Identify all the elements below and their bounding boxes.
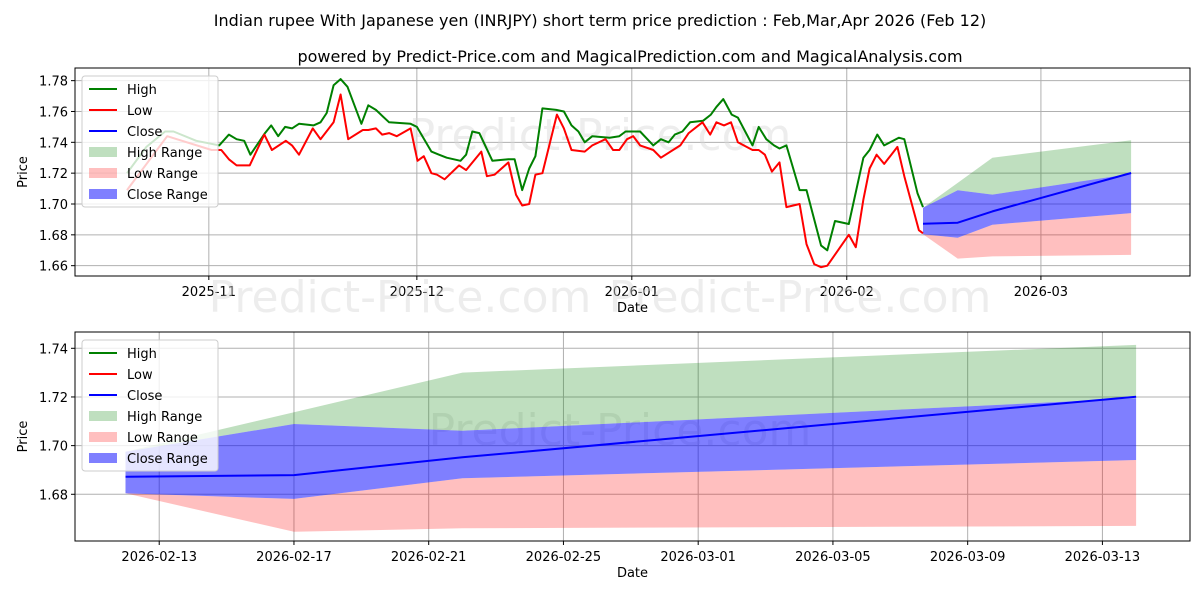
watermark: Predict-Price.com bbox=[209, 272, 592, 323]
y-tick-label: 1.72 bbox=[39, 167, 68, 182]
y-tick-label: 1.70 bbox=[39, 440, 68, 455]
legend-label-high: High bbox=[127, 83, 157, 98]
legend-label-low: Low bbox=[127, 368, 153, 383]
watermark: Predict-Price.com bbox=[409, 110, 792, 161]
x-axis-label: Date bbox=[617, 301, 648, 316]
x-tick-label: 2026-03 bbox=[1014, 285, 1068, 300]
y-tick-label: 1.74 bbox=[39, 136, 68, 151]
high-line bbox=[126, 78, 924, 252]
legend-swatch-low-range bbox=[89, 168, 117, 178]
close-range-band bbox=[125, 398, 1137, 499]
y-axis-label: Price bbox=[16, 421, 31, 453]
y-tick-label: 1.74 bbox=[39, 342, 68, 357]
x-tick-label: 2026-03-05 bbox=[795, 550, 871, 565]
legend-swatch-high-range bbox=[89, 411, 117, 421]
close-line bbox=[125, 395, 1137, 478]
y-tick-label: 1.76 bbox=[39, 105, 68, 120]
y-tick-label: 1.78 bbox=[39, 75, 68, 90]
axes-frame bbox=[74, 67, 1191, 277]
legend-swatch-close-range bbox=[89, 189, 117, 199]
legend-label-low-range: Low Range bbox=[127, 431, 198, 446]
axes-frame bbox=[74, 331, 1191, 542]
close-range-band bbox=[923, 173, 1132, 238]
y-tick-label: 1.68 bbox=[39, 488, 68, 503]
legend-label-high: High bbox=[127, 347, 157, 362]
chart-title: Indian rupee With Japanese yen (INRJPY) … bbox=[214, 11, 987, 30]
legend-label-high-range: High Range bbox=[127, 146, 202, 161]
x-tick-label: 2026-02-17 bbox=[256, 550, 332, 565]
y-tick-label: 1.72 bbox=[39, 391, 68, 406]
legend-box bbox=[81, 75, 219, 208]
y-tick-label: 1.70 bbox=[39, 198, 68, 213]
legend-label-close-range: Close Range bbox=[127, 452, 208, 467]
legend: High Low Close High Range Low Range Close Ran… bbox=[81, 339, 219, 472]
legend-label-low-range: Low Range bbox=[127, 167, 198, 182]
watermark: Predict-Price.com bbox=[609, 272, 992, 323]
y-axis-label: Price bbox=[16, 156, 31, 188]
legend-label-high-range: High Range bbox=[127, 410, 202, 425]
x-tick-label: 2026-02 bbox=[820, 285, 874, 300]
y-tick-label: 1.66 bbox=[39, 260, 68, 275]
low-range-band bbox=[125, 460, 1137, 532]
high-range-band bbox=[923, 140, 1132, 208]
y-tick-label: 1.68 bbox=[39, 229, 68, 244]
x-tick-label: 2026-02-21 bbox=[391, 550, 467, 565]
x-tick-label: 2026-03-13 bbox=[1065, 550, 1141, 565]
low-range-band bbox=[923, 213, 1132, 259]
x-tick-label: 2026-02-25 bbox=[526, 550, 602, 565]
legend-label-close: Close bbox=[127, 389, 162, 404]
x-tick-label: 2025-11 bbox=[182, 285, 236, 300]
low-line bbox=[126, 93, 924, 269]
legend: High Low Close High Range Low Range Close Ran… bbox=[81, 75, 219, 208]
close-line bbox=[922, 172, 1132, 225]
legend-label-close: Close bbox=[127, 125, 162, 140]
legend-label-low: Low bbox=[127, 104, 153, 119]
legend-swatch-low-range bbox=[89, 432, 117, 442]
legend-swatch-close-range bbox=[89, 453, 117, 463]
legend-label-close-range: Close Range bbox=[127, 188, 208, 203]
x-tick-label: 2026-03-01 bbox=[660, 550, 736, 565]
x-axis-label: Date bbox=[617, 566, 648, 581]
chart-panel-2: Predict-Price.com2026-02-132026-02-17202… bbox=[16, 331, 1191, 581]
x-tick-label: 2025-12 bbox=[390, 285, 444, 300]
legend-box bbox=[81, 339, 219, 472]
high-range-band bbox=[125, 344, 1137, 452]
plot-area bbox=[75, 68, 1190, 276]
x-tick-label: 2026-03-09 bbox=[930, 550, 1006, 565]
x-tick-label: 2026-01 bbox=[605, 285, 659, 300]
legend-swatch-high-range bbox=[89, 147, 117, 157]
x-tick-label: 2026-02-13 bbox=[121, 550, 197, 565]
chart-subtitle: powered by Predict-Price.com and Magical… bbox=[297, 47, 962, 66]
